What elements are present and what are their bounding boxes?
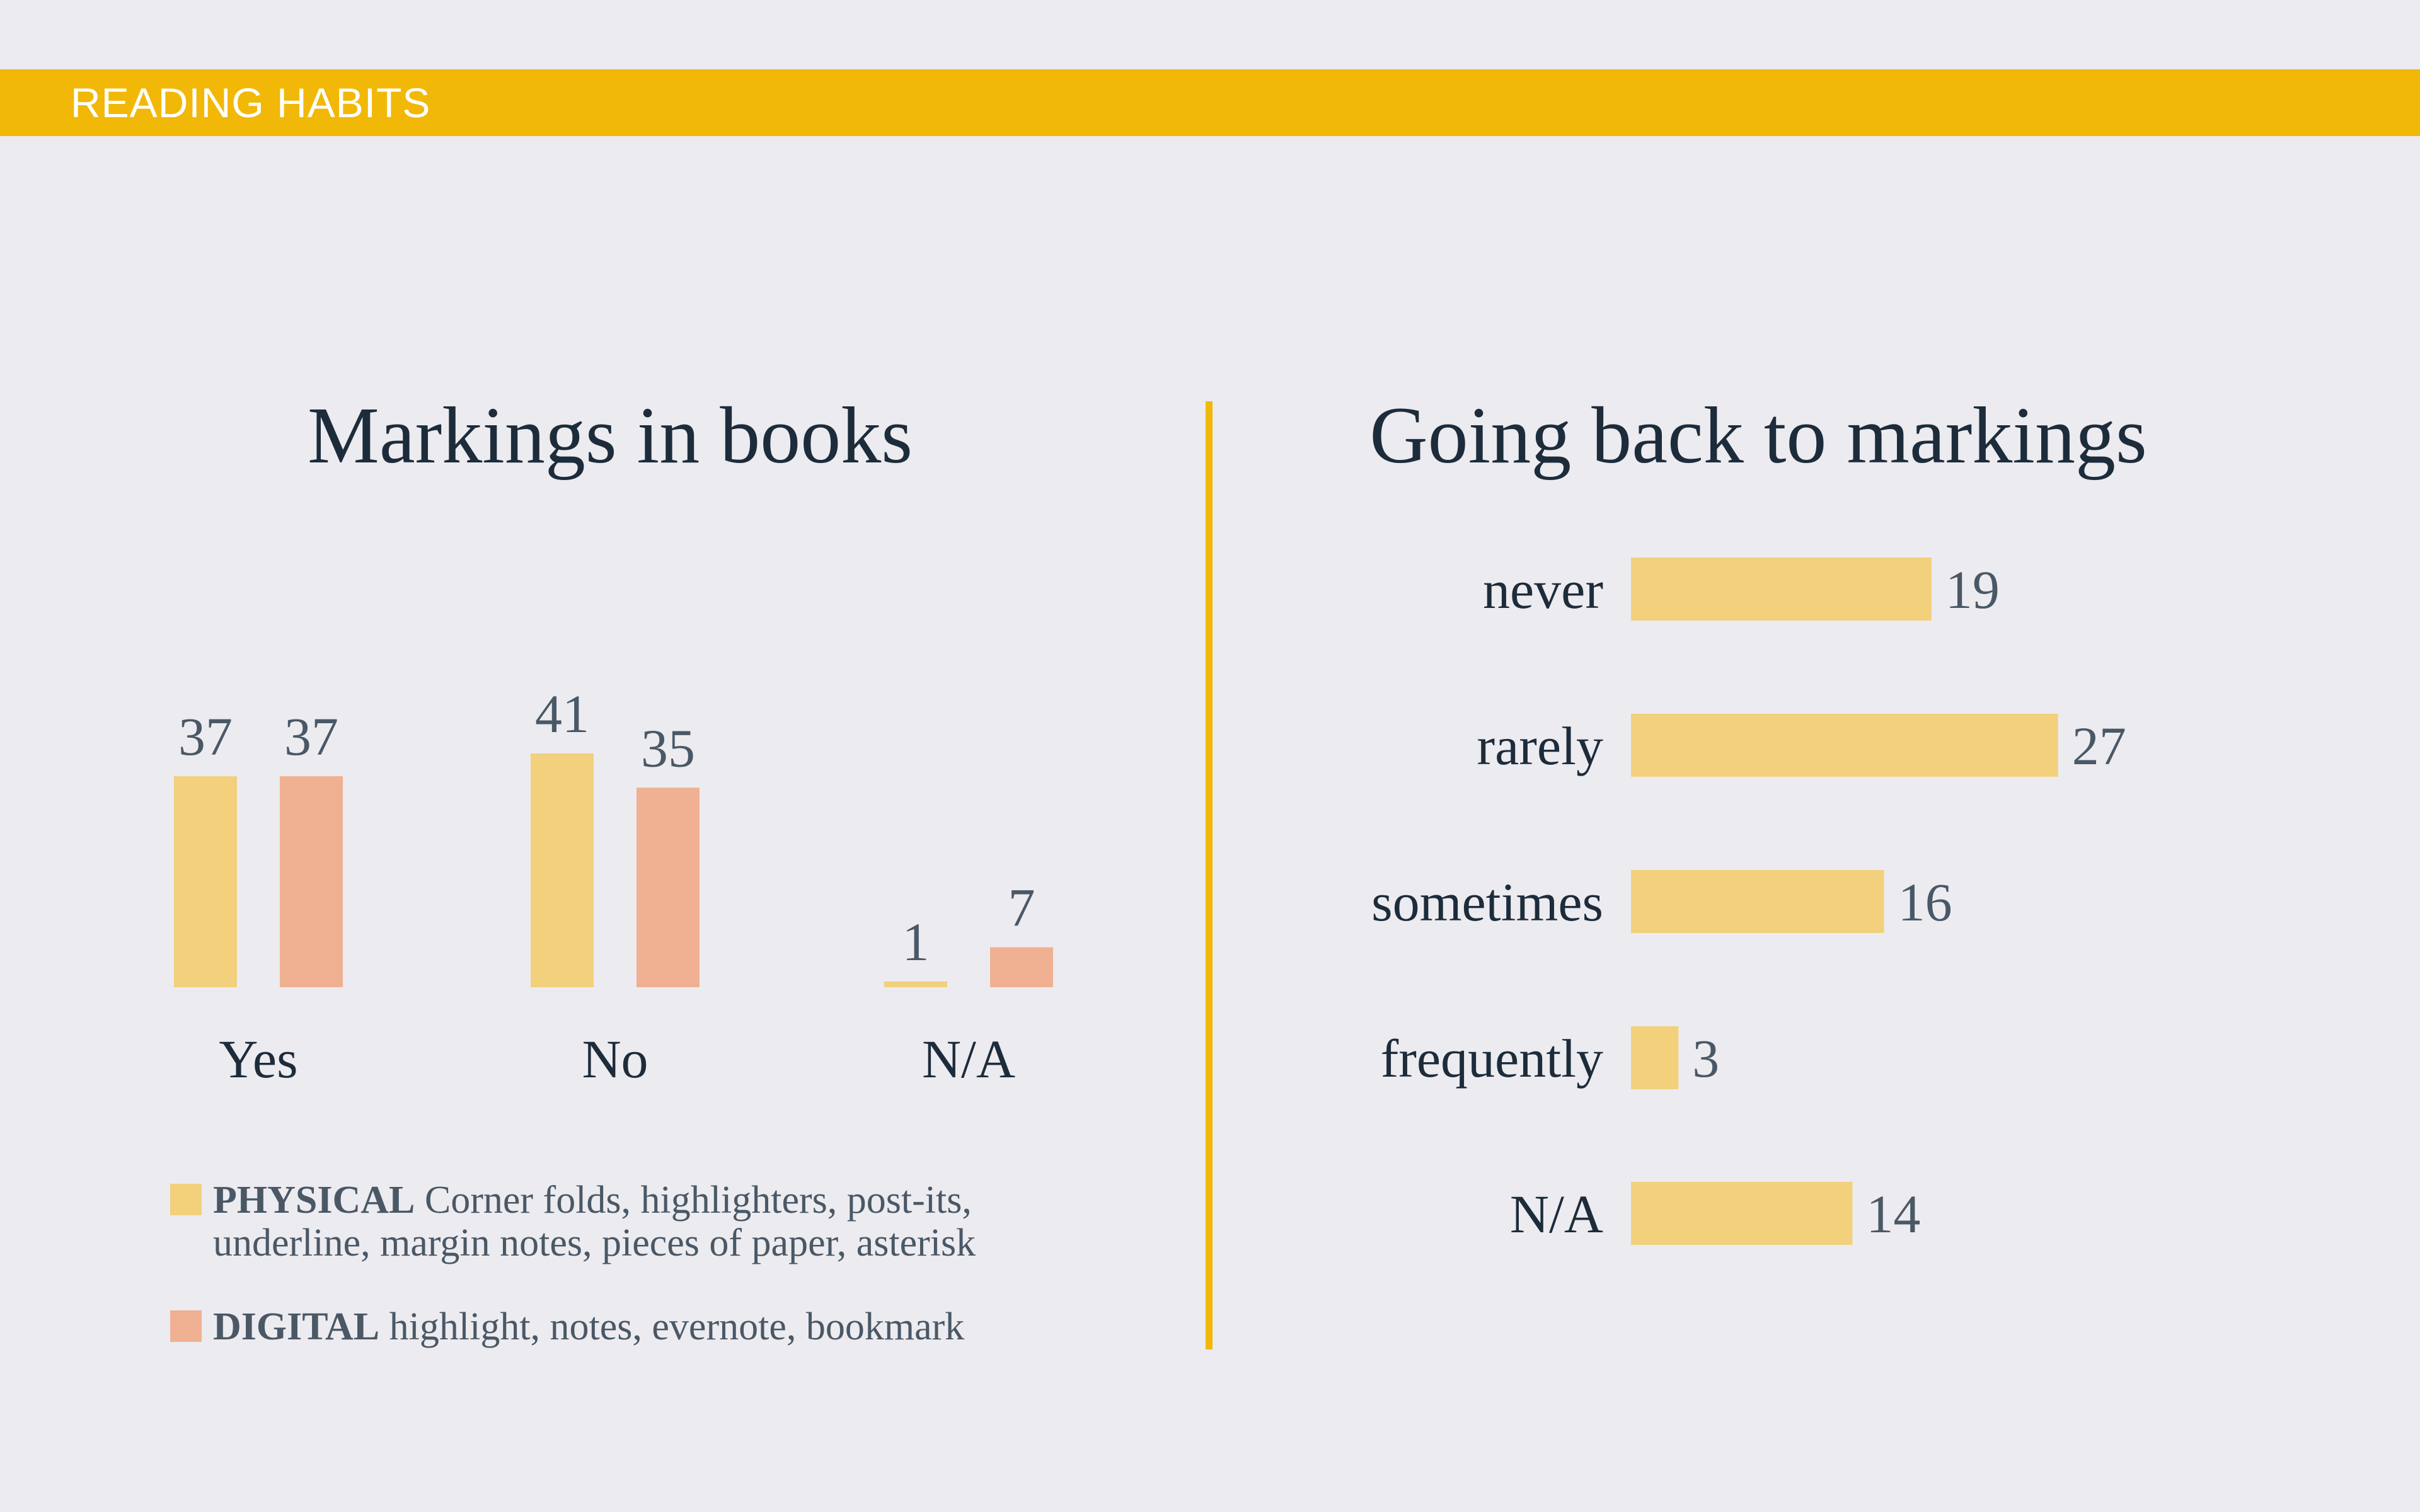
legend-text-digital-0: DIGITAL highlight, notes, evernote, book…	[213, 1305, 964, 1348]
bar-sometimes	[1631, 870, 1884, 933]
value-label-yes-physical: 37	[178, 706, 233, 767]
category-label-never: never	[1483, 559, 1603, 620]
bar-yes-digital	[280, 776, 343, 987]
legend-swatch-physical	[170, 1184, 202, 1215]
section-banner: READING HABITS	[0, 69, 2420, 136]
category-label-sometimes: sometimes	[1371, 872, 1603, 932]
value-label-n-a-digital: 7	[1008, 878, 1035, 938]
markings-bar-group: 37 37 Yes 41 35 No 1 7 N/A	[174, 684, 1053, 1089]
value-label-n-a: 14	[1866, 1184, 1920, 1244]
value-label-no-physical: 41	[535, 684, 589, 744]
chart-title-going-back: Going back to markings	[1369, 391, 2147, 480]
value-label-frequently: 3	[1692, 1028, 1719, 1089]
bar-yes-physical	[174, 776, 237, 987]
bar-n-a-physical	[884, 981, 947, 987]
chart-divider	[1206, 401, 1213, 1349]
chart-title-markings: Markings in books	[308, 391, 913, 480]
bar-no-digital	[637, 788, 700, 987]
legend-description-digital: highlight, notes, evernote, bookmark	[379, 1305, 964, 1348]
legend-text-physical-1: underline, margin notes, pieces of paper…	[213, 1222, 976, 1264]
bar-never	[1631, 558, 1932, 621]
value-label-sometimes: 16	[1898, 872, 1952, 932]
legend-series-name-physical: PHYSICAL	[213, 1179, 415, 1222]
bar-n-a	[1631, 1182, 1853, 1245]
bar-no-physical	[531, 753, 594, 987]
going-back-bar-group: never 19 rarely 27 sometimes 16 frequently 3 N/A…	[1371, 558, 2126, 1245]
category-label-frequently: frequently	[1381, 1028, 1603, 1089]
legend-series-name-digital: DIGITAL	[213, 1305, 379, 1348]
category-label-no: No	[582, 1029, 648, 1089]
category-label-yes: Yes	[219, 1029, 297, 1089]
value-label-never: 19	[1945, 559, 2000, 620]
value-label-no-digital: 35	[641, 718, 695, 778]
bar-rarely	[1631, 714, 2058, 777]
bar-n-a-digital	[990, 947, 1053, 987]
value-label-n-a-physical: 1	[902, 912, 930, 972]
value-label-rarely: 27	[2072, 716, 2126, 776]
legend-text-physical-0: PHYSICAL Corner folds, highlighters, pos…	[213, 1179, 972, 1222]
category-label-n-a: N/A	[1510, 1184, 1603, 1244]
category-label-rarely: rarely	[1477, 716, 1603, 776]
bar-frequently	[1631, 1026, 1679, 1089]
legend-swatch-digital	[170, 1310, 202, 1342]
category-label-n-a: N/A	[922, 1029, 1015, 1089]
markings-legend: PHYSICAL Corner folds, highlighters, pos…	[170, 1179, 976, 1348]
section-title: READING HABITS	[71, 79, 431, 126]
legend-description-physical: Corner folds, highlighters, post-its,	[415, 1179, 971, 1222]
value-label-yes-digital: 37	[284, 706, 338, 767]
